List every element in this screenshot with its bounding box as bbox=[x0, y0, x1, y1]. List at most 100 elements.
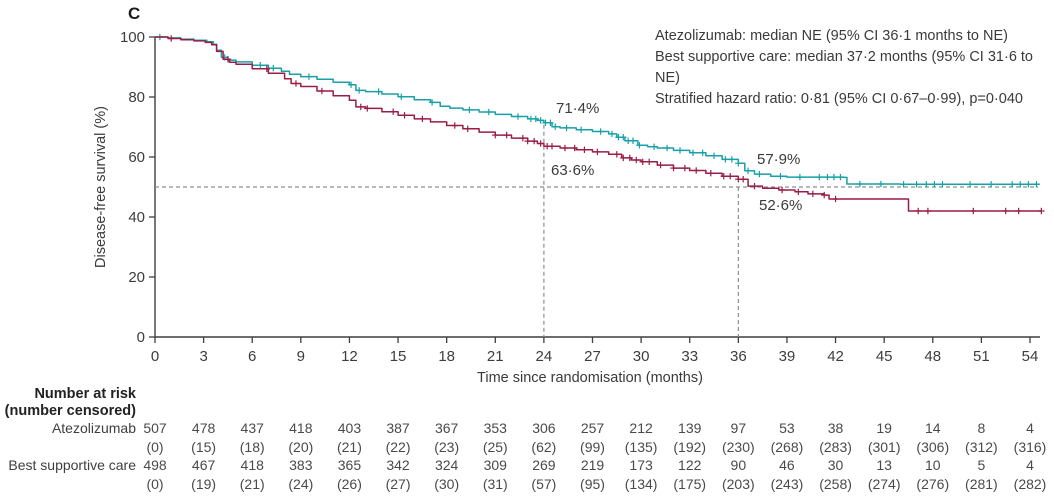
risk-censored-cell: (30) bbox=[434, 476, 460, 492]
risk-censored-cell: (230) bbox=[721, 439, 755, 455]
y-tick-label: 0 bbox=[137, 329, 145, 346]
risk-censored-cell: (31) bbox=[482, 476, 508, 492]
risk-censored-cell: (268) bbox=[770, 439, 804, 455]
risk-at-risk-cell: 269 bbox=[532, 457, 556, 473]
stats-annotation: Atezolizumab: median NE (95% CI 36·1 mon… bbox=[655, 26, 1054, 110]
risk-censored-cell: (312) bbox=[965, 439, 998, 455]
x-tick-label: 33 bbox=[681, 348, 698, 365]
risk-censored-cell: (283) bbox=[819, 439, 852, 455]
x-tick-label: 30 bbox=[633, 348, 650, 365]
risk-at-risk-cell: 212 bbox=[629, 420, 653, 436]
risk-censored-cell: (203) bbox=[721, 476, 755, 492]
y-tick-label: 20 bbox=[128, 269, 145, 286]
risk-censored-cell: (134) bbox=[624, 476, 658, 492]
risk-at-risk-cell: 418 bbox=[289, 420, 313, 436]
panel-label: C bbox=[128, 4, 141, 23]
risk-at-risk-cell: 97 bbox=[730, 420, 747, 436]
risk-censored-cell: (24) bbox=[288, 476, 314, 492]
x-tick-label: 24 bbox=[536, 348, 553, 365]
risk-censored-cell: (276) bbox=[916, 476, 950, 492]
risk-at-risk-cell: 342 bbox=[386, 457, 410, 473]
risk-at-risk-cell: 353 bbox=[483, 420, 507, 436]
annotation-line-atezolizumab: Atezolizumab: median NE (95% CI 36·1 mon… bbox=[655, 28, 1008, 44]
risk-at-risk-cell: 19 bbox=[876, 420, 892, 436]
x-tick-label: 45 bbox=[876, 348, 893, 365]
risk-at-risk-cell: 498 bbox=[143, 457, 167, 473]
risk-at-risk-cell: 507 bbox=[143, 420, 167, 436]
risk-at-risk-cell: 4 bbox=[1026, 457, 1034, 473]
risk-at-risk-cell: 437 bbox=[240, 420, 264, 436]
risk-at-risk-cell: 4 bbox=[1026, 420, 1034, 436]
x-tick-label: 21 bbox=[487, 348, 504, 365]
risk-at-risk-cell: 365 bbox=[337, 457, 362, 473]
risk-at-risk-cell: 8 bbox=[977, 420, 986, 436]
annotation-line-hazard-ratio: Stratified hazard ratio: 0·81 (95% CI 0·… bbox=[655, 91, 1023, 107]
risk-at-risk-cell: 418 bbox=[240, 457, 264, 473]
x-tick-label: 15 bbox=[390, 348, 407, 365]
risk-at-risk-cell: 53 bbox=[779, 420, 795, 436]
x-tick-label: 51 bbox=[973, 348, 990, 365]
risk-at-risk-cell: 173 bbox=[629, 457, 653, 473]
annotation-line-bsc: Best supportive care: median 37·2 months… bbox=[655, 49, 1033, 86]
risk-censored-cell: (18) bbox=[239, 439, 265, 455]
risk-censored-cell: (21) bbox=[336, 439, 362, 455]
x-tick-label: 12 bbox=[341, 348, 358, 365]
risk-censored-cell: (15) bbox=[191, 439, 217, 455]
risk-at-risk-cell: 383 bbox=[289, 457, 313, 473]
risk-censored-cell: (99) bbox=[580, 439, 605, 455]
risk-at-risk-cell: 90 bbox=[730, 457, 747, 473]
risk-censored-cell: (19) bbox=[191, 476, 217, 492]
y-axis-title: Disease-free survival (%) bbox=[93, 106, 109, 268]
risk-at-risk-cell: 306 bbox=[532, 420, 556, 436]
risk-censored-cell: (281) bbox=[965, 476, 998, 492]
risk-censored-cell: (175) bbox=[673, 476, 707, 492]
risk-censored-cell: (21) bbox=[239, 476, 265, 492]
risk-at-risk-cell: 38 bbox=[827, 420, 844, 436]
risk-at-risk-cell: 30 bbox=[827, 457, 844, 473]
x-tick-label: 6 bbox=[248, 348, 256, 365]
risk-row-label-bsc: Best supportive care bbox=[8, 457, 136, 473]
x-tick-label: 48 bbox=[924, 348, 941, 365]
risk-at-risk-cell: 219 bbox=[580, 457, 605, 473]
y-tick-label: 60 bbox=[128, 149, 145, 166]
risk-table-header-line1: Number at risk bbox=[34, 386, 136, 402]
risk-at-risk-cell: 387 bbox=[386, 420, 410, 436]
risk-censored-cell: (192) bbox=[673, 439, 707, 455]
risk-at-risk-cell: 13 bbox=[876, 457, 892, 473]
landmark-label-24mo-atezolizumab: 71·4% bbox=[556, 100, 600, 117]
landmark-label-36mo-atezolizumab: 57·9% bbox=[757, 151, 801, 168]
landmark-label-24mo-bsc: 63·6% bbox=[551, 162, 595, 179]
risk-censored-cell: (274) bbox=[867, 476, 901, 492]
risk-censored-cell: (258) bbox=[819, 476, 852, 492]
x-tick-label: 9 bbox=[297, 348, 305, 365]
y-tick-label: 80 bbox=[128, 89, 145, 106]
risk-at-risk-cell: 309 bbox=[483, 457, 507, 473]
risk-at-risk-cell: 14 bbox=[924, 420, 941, 436]
risk-at-risk-cell: 122 bbox=[678, 457, 702, 473]
y-tick-label: 100 bbox=[120, 29, 145, 46]
risk-at-risk-cell: 403 bbox=[337, 420, 362, 436]
landmark-label-36mo-bsc: 52·6% bbox=[759, 197, 803, 214]
x-tick-label: 18 bbox=[438, 348, 455, 365]
x-tick-label: 27 bbox=[584, 348, 601, 365]
risk-row-label-atezolizumab: Atezolizumab bbox=[51, 420, 136, 436]
risk-at-risk-cell: 46 bbox=[779, 457, 795, 473]
risk-at-risk-cell: 467 bbox=[191, 457, 216, 473]
risk-at-risk-cell: 10 bbox=[924, 457, 941, 473]
risk-censored-cell: (301) bbox=[867, 439, 901, 455]
x-tick-label: 39 bbox=[779, 348, 796, 365]
x-tick-label: 0 bbox=[151, 348, 159, 365]
risk-censored-cell: (25) bbox=[482, 439, 508, 455]
risk-censored-cell: (20) bbox=[288, 439, 314, 455]
x-tick-label: 42 bbox=[827, 348, 844, 365]
risk-censored-cell: (26) bbox=[336, 476, 362, 492]
risk-at-risk-cell: 324 bbox=[434, 457, 459, 473]
risk-censored-cell: (62) bbox=[531, 439, 557, 455]
risk-censored-cell: (27) bbox=[385, 476, 411, 492]
risk-censored-cell: (23) bbox=[434, 439, 460, 455]
x-tick-label: 36 bbox=[730, 348, 747, 365]
risk-censored-cell: (243) bbox=[770, 476, 804, 492]
risk-at-risk-cell: 367 bbox=[434, 420, 459, 436]
x-tick-label: 54 bbox=[1022, 348, 1039, 365]
